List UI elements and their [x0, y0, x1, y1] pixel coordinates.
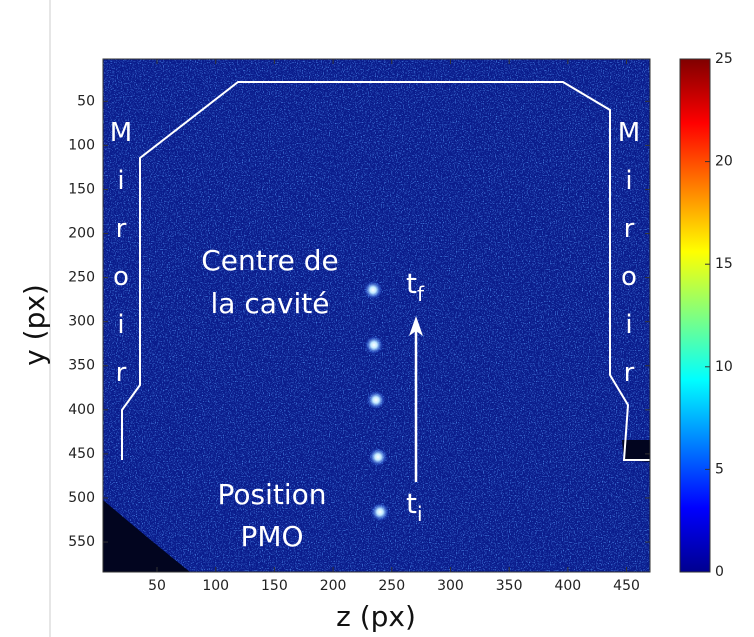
mirror-label: Miroir: [106, 118, 136, 406]
x-tick-label: 150: [261, 578, 288, 594]
x-tick-label: 200: [320, 578, 347, 594]
time-symbol: t: [406, 487, 417, 520]
y-tick-label: 200: [68, 226, 95, 242]
colorbar-tick-label: 5: [715, 461, 724, 477]
y-tick-label: 400: [68, 402, 95, 418]
x-tick-label: 350: [496, 578, 523, 594]
time-symbol: t: [406, 267, 417, 300]
time-label: ti: [406, 487, 423, 526]
annotation: la cavité: [211, 287, 330, 320]
annotation: PMO: [240, 520, 303, 553]
y-tick-label: 150: [68, 181, 95, 197]
annotation: Centre de: [201, 244, 339, 277]
x-tick-label: 100: [202, 578, 229, 594]
dark-corner: [622, 440, 650, 462]
colorbar: [679, 58, 711, 573]
heatmap-image: [103, 59, 650, 572]
mirror-label: Miroir: [614, 118, 644, 406]
x-tick-label: 400: [554, 578, 581, 594]
atom-cloud: [371, 503, 389, 521]
y-tick-label: 550: [68, 534, 95, 550]
x-tick-label: 300: [437, 578, 464, 594]
x-axis-label: z (px): [336, 600, 416, 633]
y-tick-label: 250: [68, 270, 95, 286]
atom-cloud: [364, 281, 382, 299]
x-tick-label: 50: [148, 578, 166, 594]
mirror-outline: [121, 81, 650, 461]
y-axis-label: y (px): [18, 284, 51, 366]
x-tick-label: 250: [378, 578, 405, 594]
atom-cloud: [365, 336, 383, 354]
atom-cloud: [367, 391, 385, 409]
y-tick-label: 50: [77, 93, 95, 109]
colorbar-tick-label: 20: [715, 154, 733, 170]
colorbar-tick-label: 25: [715, 51, 733, 67]
colorbar-tick-label: 10: [715, 359, 733, 375]
time-label: tf: [406, 267, 425, 306]
colorbar-tick-label: 15: [715, 256, 733, 272]
y-tick-label: 450: [68, 446, 95, 462]
colorbar-tick-label: 0: [715, 564, 724, 580]
y-tick-label: 350: [68, 358, 95, 374]
dark-corner: [103, 500, 190, 572]
arrow-head: [409, 316, 423, 336]
annotation: Position: [217, 478, 326, 511]
y-tick-label: 500: [68, 490, 95, 506]
time-subscript: f: [417, 282, 425, 306]
heatmap-noise: [103, 59, 650, 572]
y-tick-label: 100: [68, 137, 95, 153]
x-tick-label: 450: [613, 578, 640, 594]
time-subscript: i: [417, 502, 423, 526]
y-tick-label: 300: [68, 314, 95, 330]
atom-cloud: [369, 448, 387, 466]
plot-frame: [102, 58, 651, 573]
